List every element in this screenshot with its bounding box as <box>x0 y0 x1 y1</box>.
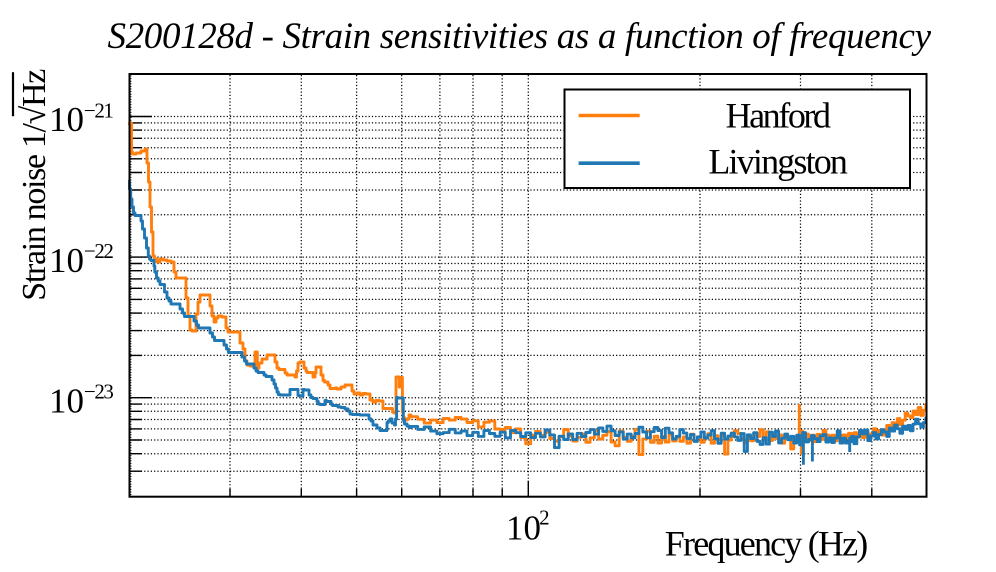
svg-text:10: 10 <box>49 381 84 420</box>
svg-text:2: 2 <box>539 506 550 530</box>
svg-text:S200128d - Strain sensitivitie: S200128d - Strain sensitivities as a fun… <box>108 16 932 57</box>
svg-text:−23: −23 <box>84 380 114 404</box>
svg-text:Strain noise 1/√Hz: Strain noise 1/√Hz <box>16 69 53 301</box>
svg-text:10: 10 <box>506 509 541 548</box>
svg-text:Livingston: Livingston <box>708 142 848 182</box>
svg-text:−21: −21 <box>84 98 114 122</box>
svg-text:10: 10 <box>49 241 84 280</box>
svg-text:Frequency (Hz): Frequency (Hz) <box>665 524 869 564</box>
svg-text:10: 10 <box>49 100 84 139</box>
svg-text:Hanford: Hanford <box>726 96 832 136</box>
svg-text:−22: −22 <box>84 239 114 263</box>
